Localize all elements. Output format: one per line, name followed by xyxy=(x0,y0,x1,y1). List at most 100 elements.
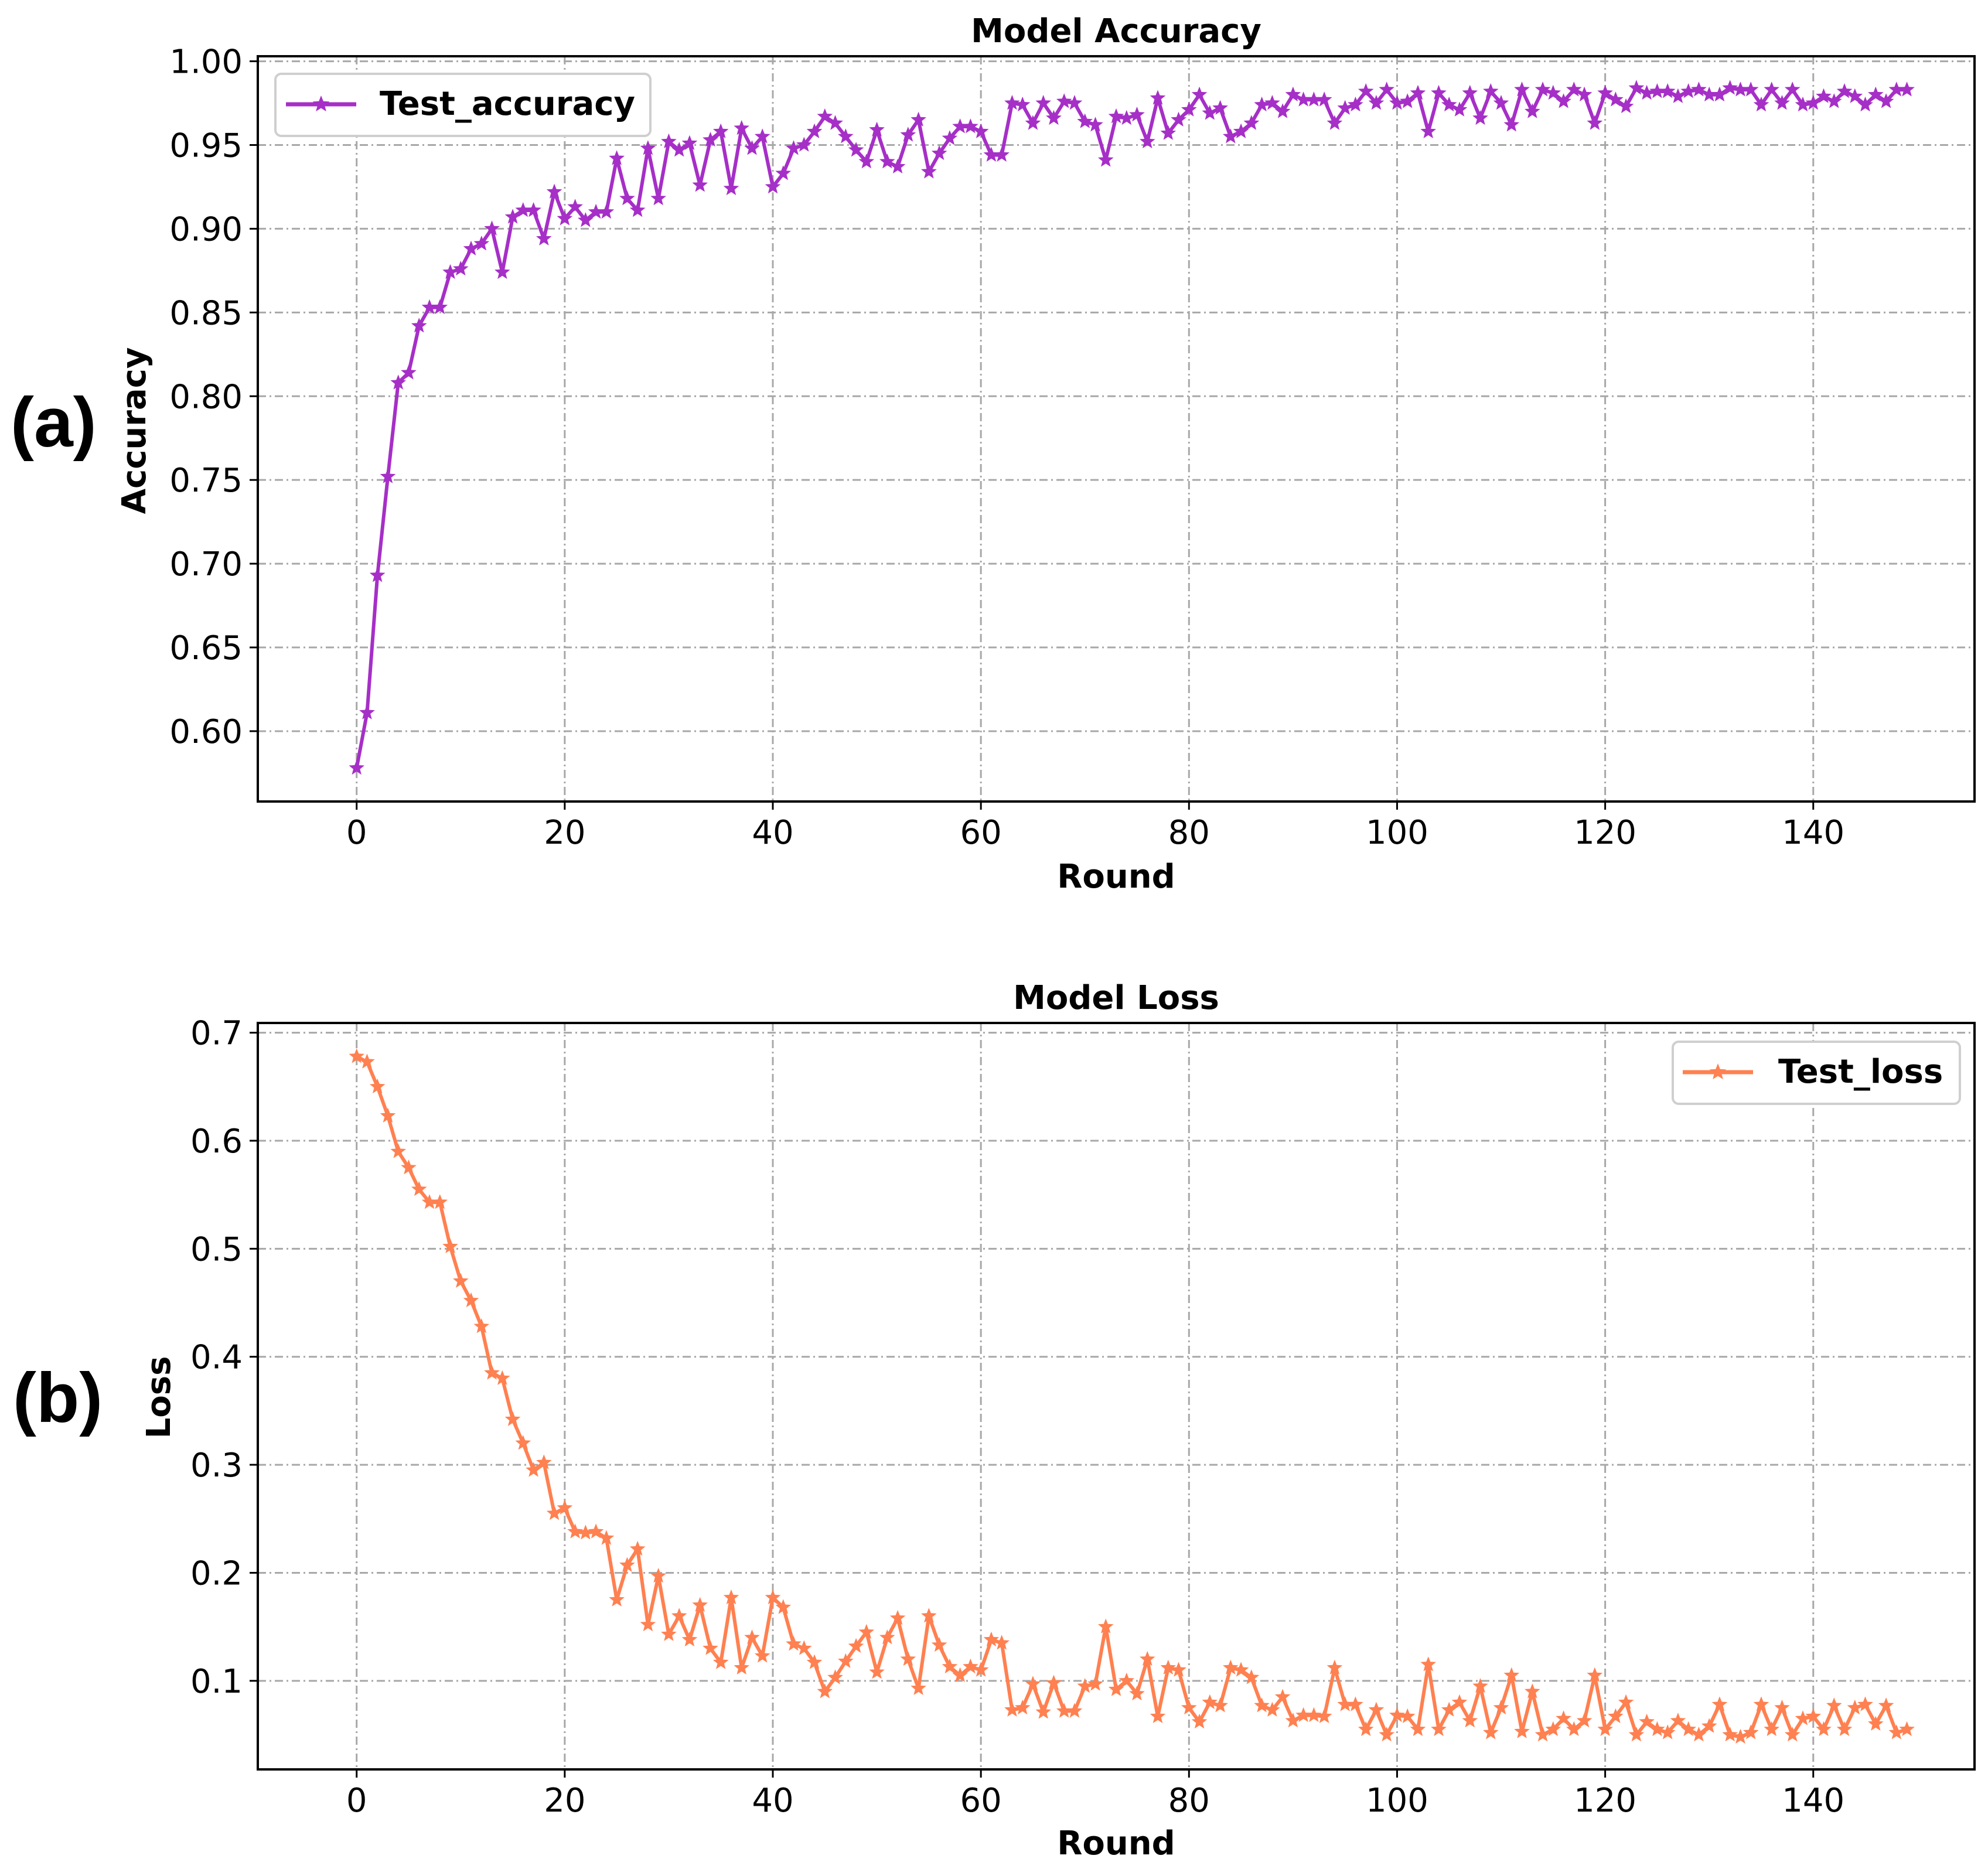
data-point-135 xyxy=(1753,96,1769,112)
data-point-6 xyxy=(411,1181,427,1196)
data-point-117 xyxy=(1566,1721,1582,1737)
data-point-108 xyxy=(1472,1678,1488,1693)
data-point-138 xyxy=(1784,1727,1801,1742)
data-point-100 xyxy=(1389,95,1405,110)
x-tick-label: 40 xyxy=(752,814,793,852)
data-point-73 xyxy=(1108,108,1124,124)
x-tick-labels: 0 20 40 60 80 100 120 140 xyxy=(346,814,1844,852)
data-point-106 xyxy=(1451,101,1468,117)
data-point-19 xyxy=(546,1505,562,1520)
data-point-51 xyxy=(879,154,895,169)
data-point-144 xyxy=(1847,1699,1863,1715)
data-point-66 xyxy=(1035,95,1051,110)
data-point-81 xyxy=(1191,1713,1208,1729)
data-point-59 xyxy=(963,118,978,134)
data-point-144 xyxy=(1847,88,1863,103)
data-point-11 xyxy=(463,1292,479,1308)
data-point-24 xyxy=(598,1530,615,1545)
data-point-99 xyxy=(1379,1727,1394,1742)
data-point-42 xyxy=(786,140,802,155)
data-point-22 xyxy=(578,212,594,227)
data-point-35 xyxy=(712,1654,729,1669)
data-point-59 xyxy=(963,1658,978,1674)
data-point-139 xyxy=(1795,1710,1811,1725)
data-point-68 xyxy=(1056,1703,1072,1718)
data-point-111 xyxy=(1503,1667,1520,1682)
data-point-78 xyxy=(1160,1659,1177,1674)
data-point-112 xyxy=(1514,1723,1530,1738)
data-point-125 xyxy=(1649,83,1665,98)
data-point-69 xyxy=(1066,1703,1083,1718)
data-point-67 xyxy=(1046,1674,1062,1690)
data-point-146 xyxy=(1868,1715,1884,1731)
x-tick-label: 20 xyxy=(544,814,585,852)
data-point-94 xyxy=(1327,115,1343,130)
data-point-96 xyxy=(1348,1696,1363,1711)
data-point-90 xyxy=(1285,1713,1301,1728)
data-point-111 xyxy=(1503,117,1520,132)
data-point-49 xyxy=(858,1624,875,1639)
data-point-124 xyxy=(1639,84,1655,100)
data-point-91 xyxy=(1295,1707,1311,1723)
data-point-103 xyxy=(1420,123,1436,138)
data-point-39 xyxy=(754,128,770,144)
data-point-4 xyxy=(390,374,406,390)
data-point-64 xyxy=(1014,1699,1031,1715)
data-point-54 xyxy=(911,111,926,127)
x-tick-label: 20 xyxy=(544,1782,585,1820)
accuracy-chart: (a) Model Accuracy 0 20 40 60 80 100 120 140 0.… xyxy=(11,12,1976,896)
data-point-18 xyxy=(536,230,552,245)
panel-letter-a: (a) xyxy=(11,383,97,462)
grid-lines xyxy=(258,56,1975,802)
data-point-96 xyxy=(1348,96,1363,112)
data-point-15 xyxy=(504,1411,521,1426)
data-point-85 xyxy=(1233,123,1249,138)
data-point-10 xyxy=(453,1273,469,1288)
data-point-31 xyxy=(671,1608,687,1623)
data-point-85 xyxy=(1233,1662,1249,1677)
data-point-140 xyxy=(1805,95,1822,110)
data-point-121 xyxy=(1608,91,1624,107)
data-point-145 xyxy=(1857,96,1873,112)
data-point-26 xyxy=(619,1557,635,1572)
data-point-14 xyxy=(495,1370,510,1385)
data-point-88 xyxy=(1264,1701,1280,1717)
y-tick-label: 0.2 xyxy=(190,1554,243,1592)
grid-lines xyxy=(258,1023,1975,1769)
data-point-49 xyxy=(858,154,875,169)
data-point-17 xyxy=(526,202,541,217)
data-point-131 xyxy=(1711,1696,1728,1711)
accuracy-markers xyxy=(349,80,1915,775)
data-point-30 xyxy=(661,1626,677,1641)
data-point-38 xyxy=(744,1629,760,1645)
data-point-104 xyxy=(1431,84,1447,100)
data-point-40 xyxy=(765,179,781,194)
data-point-15 xyxy=(504,209,521,224)
loss-chart: (b) Model Loss 0 20 40 60 80 100 120 140 0.1 0.2… xyxy=(13,979,1976,1863)
data-point-149 xyxy=(1899,81,1915,97)
data-point-10 xyxy=(453,261,469,276)
data-point-4 xyxy=(390,1143,406,1158)
data-point-0 xyxy=(349,759,364,775)
data-point-6 xyxy=(411,318,427,333)
data-point-65 xyxy=(1025,115,1041,130)
data-point-1 xyxy=(359,1053,375,1069)
data-point-116 xyxy=(1556,93,1571,108)
data-point-14 xyxy=(495,264,510,279)
data-point-138 xyxy=(1784,81,1801,97)
legend: Test_accuracy xyxy=(274,73,652,137)
data-point-95 xyxy=(1337,100,1353,115)
data-point-98 xyxy=(1368,1701,1385,1717)
data-point-9 xyxy=(442,1238,458,1253)
data-point-36 xyxy=(723,180,739,196)
y-tick-label: 0.6 xyxy=(190,1123,243,1161)
data-point-11 xyxy=(463,240,479,255)
data-point-83 xyxy=(1212,1697,1228,1713)
data-point-134 xyxy=(1743,1724,1759,1740)
data-point-67 xyxy=(1046,110,1062,125)
data-point-128 xyxy=(1680,1721,1696,1737)
data-point-63 xyxy=(1004,95,1020,110)
data-point-27 xyxy=(629,1540,646,1556)
data-point-102 xyxy=(1410,1721,1426,1737)
data-point-50 xyxy=(869,121,885,137)
